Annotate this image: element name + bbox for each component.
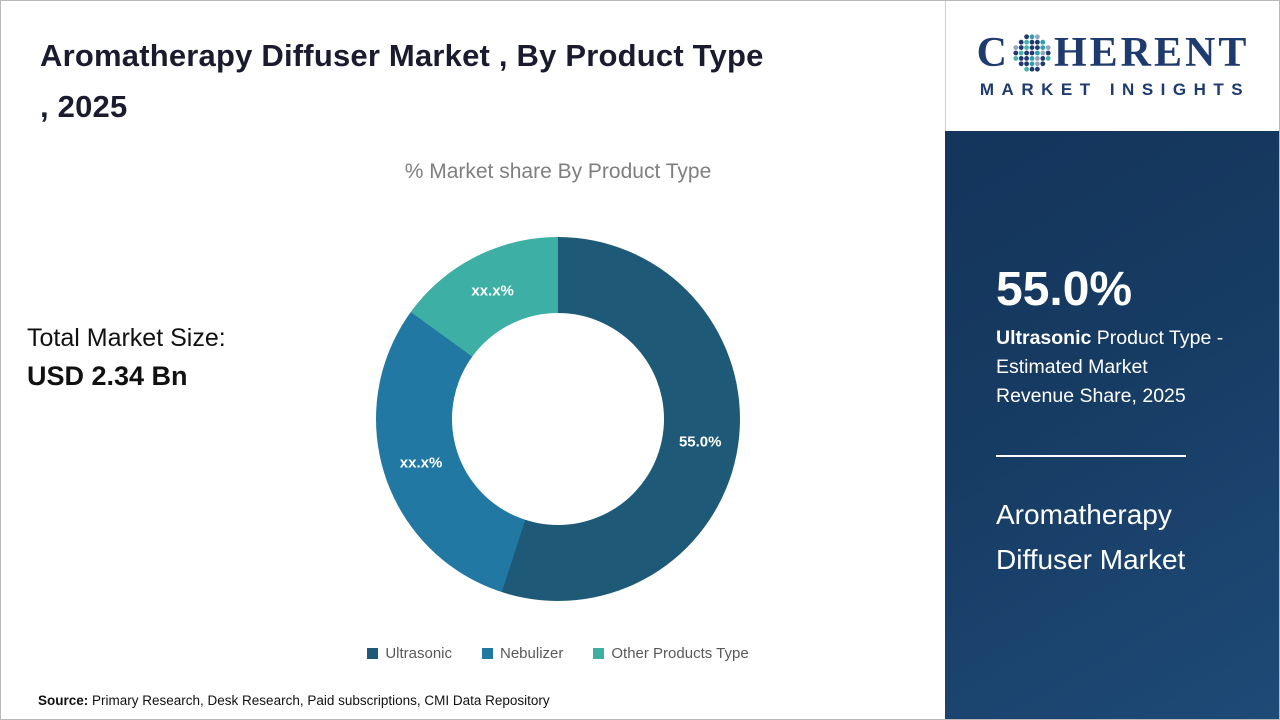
source-label: Source: bbox=[38, 693, 89, 708]
legend-label-other: Other Products Type bbox=[611, 645, 749, 662]
sidebar-stat-rest: Product Type - Estimated Market Revenue … bbox=[996, 327, 1224, 407]
source-text: Primary Research, Desk Research, Paid su… bbox=[88, 693, 550, 708]
dotted-globe-icon bbox=[1012, 33, 1052, 73]
main-panel: Aromatherapy Diffuser Market , By Produc… bbox=[27, 30, 948, 708]
legend-item-nebulizer: Nebulizer bbox=[482, 645, 563, 662]
logo-letter-c: C bbox=[976, 29, 1010, 76]
source-note: Source: Primary Research, Desk Research,… bbox=[38, 693, 550, 708]
slice-label-ultrasonic: 55.0% bbox=[678, 433, 722, 451]
legend-swatch-nebulizer bbox=[482, 648, 493, 659]
sidebar-market-title: Aromatherapy Diffuser Market bbox=[996, 499, 1186, 575]
logo-tagline: MARKET INSIGHTS bbox=[979, 79, 1251, 99]
logo: C HERENT MARKET INSIGHTS bbox=[945, 0, 1280, 131]
slice-label-nebulizer: xx.x% bbox=[399, 454, 443, 472]
logo-wordmark: C HERENT bbox=[977, 32, 1250, 74]
sidebar-stat-bold: Ultrasonic bbox=[996, 327, 1092, 349]
chart-title: % Market share By Product Type bbox=[404, 160, 712, 183]
slice-label-other: xx.x% bbox=[471, 282, 514, 300]
donut-ring: 55.0% xx.x% xx.x% bbox=[376, 237, 740, 601]
legend-label-ultrasonic: Ultrasonic bbox=[385, 645, 452, 662]
total-market-size-label: Total Market Size: bbox=[27, 324, 226, 352]
total-market-size-value: USD 2.34 Bn bbox=[27, 361, 188, 391]
legend-swatch-other bbox=[593, 648, 605, 659]
page-title-line1: Aromatherapy Diffuser Market , By Produc… bbox=[40, 38, 764, 73]
logo-letters-rest: HERENT bbox=[1053, 29, 1250, 76]
sidebar-stat-description: Ultrasonic Product Type - Estimated Mark… bbox=[996, 324, 1228, 411]
legend-label-nebulizer: Nebulizer bbox=[500, 645, 564, 662]
page-title-line2: , 2025 bbox=[40, 89, 128, 124]
page-title: Aromatherapy Diffuser Market , By Produc… bbox=[40, 30, 920, 132]
sidebar-divider bbox=[996, 455, 1186, 457]
sidebar-stat-value: 55.0% bbox=[996, 263, 1133, 316]
legend-item-ultrasonic: Ultrasonic bbox=[367, 645, 452, 662]
legend-swatch-ultrasonic bbox=[367, 648, 379, 659]
legend-item-other: Other Products Type bbox=[593, 645, 749, 662]
donut-hole bbox=[452, 313, 664, 525]
chart-legend: Ultrasonic Nebulizer Other Products Type bbox=[168, 645, 948, 662]
